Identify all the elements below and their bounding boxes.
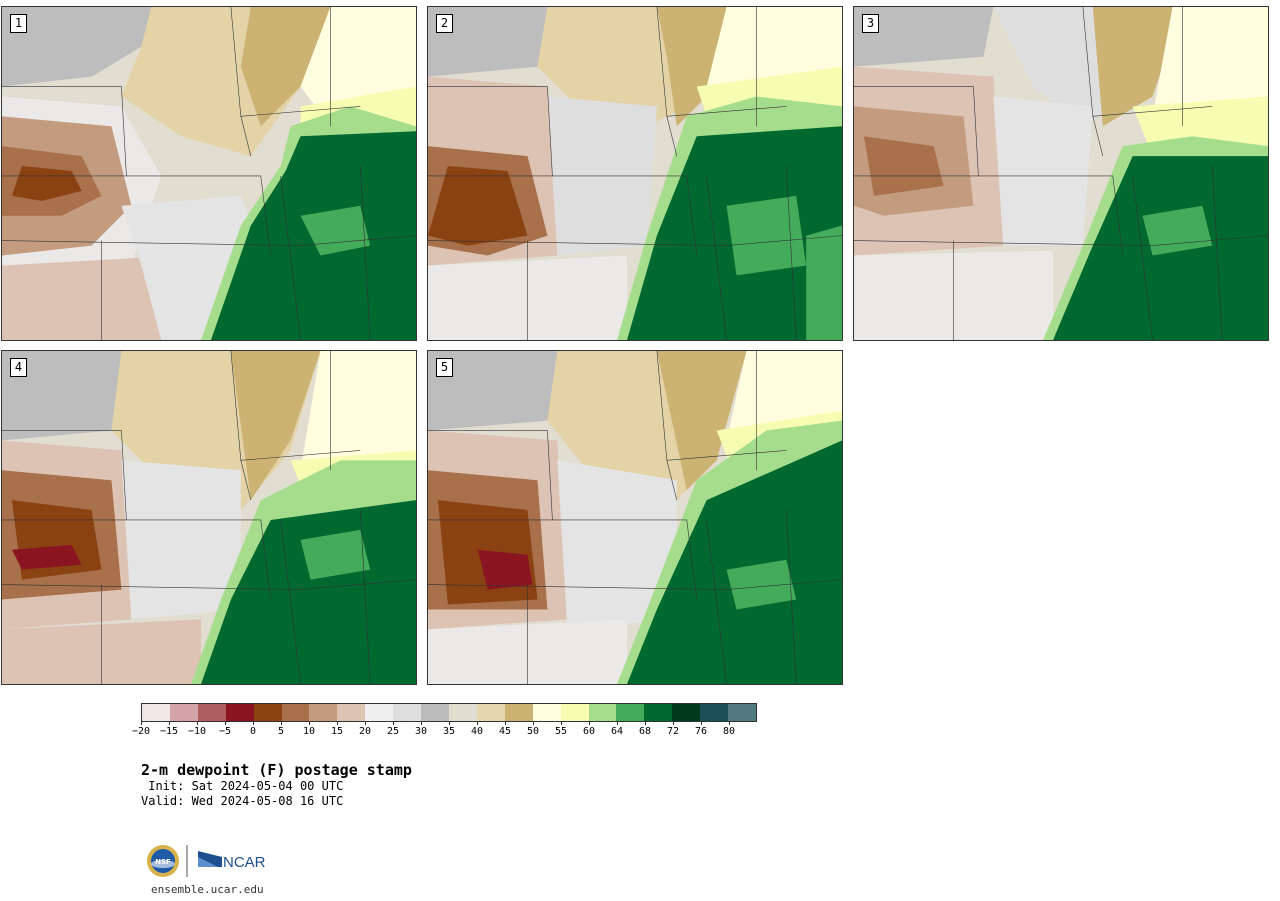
nsf-ncar-logos: NSF NCAR: [147, 845, 266, 877]
colorbar-swatch: [476, 704, 505, 721]
colorbar-tick-label: 60: [582, 726, 596, 737]
colorbar-tick-label: 68: [638, 726, 652, 737]
colorbar-tick-label: 45: [498, 726, 512, 737]
colorbar-swatch: [728, 704, 756, 721]
colorbar-swatch: [588, 704, 617, 721]
dewpoint-colorbar: −20 −15 −10 −5 0 5 10 15 20 25 30 35 40 45 50 55 60 64 68 7…: [132, 703, 757, 743]
footer-url: ensemble.ucar.edu: [151, 883, 264, 896]
colorbar-tickmark: [617, 722, 618, 725]
colorbar-tickmark: [729, 722, 730, 725]
colorbar-swatch: [309, 704, 338, 721]
panel-number-label: 2: [436, 14, 453, 33]
colorbar-tick-label: 76: [694, 726, 708, 737]
postage-stamp-panel-4: 4: [1, 350, 417, 685]
ncar-logo: NCAR: [198, 851, 266, 871]
colorbar-tick-label: 50: [526, 726, 540, 737]
nsf-seal-icon: NSF: [147, 845, 179, 877]
colorbar-tickmark: [197, 722, 198, 725]
colorbar-swatch: [504, 704, 533, 721]
colorbar-tickmark: [169, 722, 170, 725]
colorbar-swatch: [365, 704, 394, 721]
colorbar-tick-label: 40: [470, 726, 484, 737]
colorbar-tick-label: 10: [302, 726, 316, 737]
colorbar-tickmark: [561, 722, 562, 725]
colorbar-swatch: [560, 704, 589, 721]
colorbar-tick-label: 20: [358, 726, 372, 737]
colorbar-swatch: [393, 704, 422, 721]
colorbar-swatch: [448, 704, 477, 721]
colorbar-tickmark: [365, 722, 366, 725]
colorbar-tickmark: [533, 722, 534, 725]
postage-stamp-panel-1: 1: [1, 6, 417, 341]
colorbar-tickmark: [673, 722, 674, 725]
colorbar-tickmark: [645, 722, 646, 725]
colorbar-swatches: [141, 703, 757, 722]
colorbar-tickmark: [421, 722, 422, 725]
colorbar-tickmark: [253, 722, 254, 725]
dewpoint-map-5: [428, 351, 842, 684]
postage-stamp-panel-5: 5: [427, 350, 843, 685]
postage-stamp-panel-3: 3: [853, 6, 1269, 341]
colorbar-swatch: [532, 704, 561, 721]
colorbar-swatch: [421, 704, 449, 721]
colorbar-tick-label: 30: [414, 726, 428, 737]
valid-time: Valid: Wed 2024-05-08 16 UTC: [141, 794, 344, 808]
colorbar-tickmark: [225, 722, 226, 725]
dewpoint-map-4: [2, 351, 416, 684]
colorbar-tick-label: 64: [610, 726, 624, 737]
colorbar-tick-label: 72: [666, 726, 680, 737]
panel-number-label: 3: [862, 14, 879, 33]
colorbar-ticks: −20 −15 −10 −5 0 5 10 15 20 25 30 35 40 45 50 55 60 64 68 7…: [132, 722, 757, 738]
colorbar-swatch: [337, 704, 366, 721]
colorbar-tickmark: [589, 722, 590, 725]
dewpoint-map-2: [428, 7, 842, 340]
colorbar-tickmark: [505, 722, 506, 725]
colorbar-tick-label: 35: [442, 726, 456, 737]
dewpoint-map-1: [2, 7, 416, 340]
colorbar-swatch: [644, 704, 673, 721]
colorbar-swatch: [616, 704, 645, 721]
colorbar-tick-label: −15: [159, 726, 179, 737]
colorbar-swatch: [197, 704, 226, 721]
postage-stamp-panel-2: 2: [427, 6, 843, 341]
colorbar-tickmark: [449, 722, 450, 725]
colorbar-swatch: [281, 704, 310, 721]
panel-number-label: 4: [10, 358, 27, 377]
colorbar-swatch: [700, 704, 729, 721]
colorbar-tick-label: 5: [277, 726, 285, 737]
colorbar-swatch: [169, 704, 198, 721]
colorbar-tick-label: 0: [249, 726, 257, 737]
init-time: Init: Sat 2024-05-04 00 UTC: [141, 779, 344, 793]
colorbar-tick-label: 25: [386, 726, 400, 737]
colorbar-tickmark: [281, 722, 282, 725]
dewpoint-map-3: [854, 7, 1268, 340]
colorbar-swatch: [672, 704, 701, 721]
colorbar-tickmark: [701, 722, 702, 725]
colorbar-tick-label: −20: [131, 726, 151, 737]
title-block: 2-m dewpoint (F) postage stamp Init: Sat…: [141, 761, 412, 809]
colorbar-tickmark: [309, 722, 310, 725]
svg-text:NSF: NSF: [155, 858, 171, 866]
colorbar-swatch: [253, 704, 282, 721]
panel-number-label: 5: [436, 358, 453, 377]
colorbar-tick-label: 80: [722, 726, 736, 737]
colorbar-tick-label: 15: [330, 726, 344, 737]
colorbar-tickmark: [393, 722, 394, 725]
colorbar-swatch: [142, 704, 170, 721]
colorbar-tickmark: [337, 722, 338, 725]
ncar-logo-text: NCAR: [223, 854, 266, 871]
colorbar-swatch: [225, 704, 254, 721]
colorbar-tick-label: −10: [187, 726, 207, 737]
colorbar-tick-label: −5: [218, 726, 232, 737]
colorbar-tickmark: [141, 722, 142, 725]
panel-number-label: 1: [10, 14, 27, 33]
figure-title: 2-m dewpoint (F) postage stamp: [141, 761, 412, 779]
colorbar-tickmark: [477, 722, 478, 725]
colorbar-tick-label: 55: [554, 726, 568, 737]
